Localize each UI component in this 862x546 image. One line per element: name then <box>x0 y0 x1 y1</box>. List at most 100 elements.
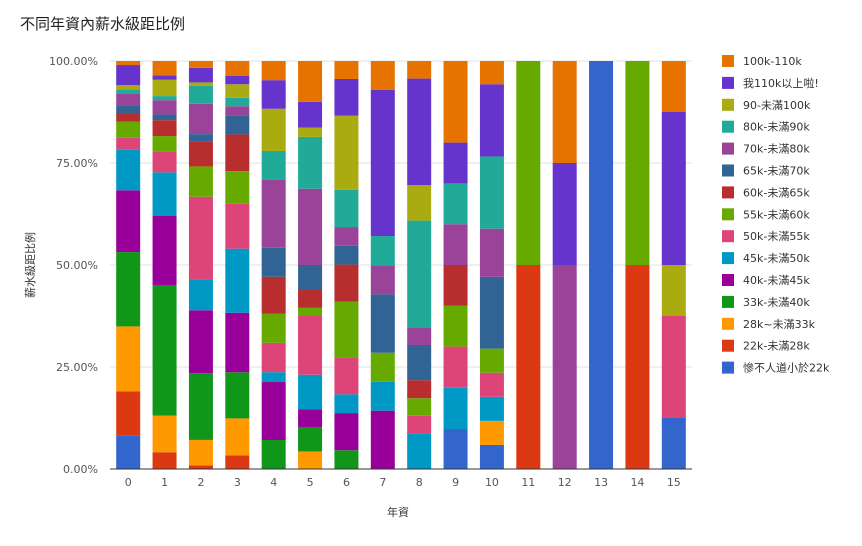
bar-segment <box>407 433 432 469</box>
bar-segment <box>225 134 250 172</box>
bar-segment <box>298 451 323 469</box>
bar-segment <box>116 85 141 90</box>
y-axis-title: 薪水級距比例 <box>23 232 37 298</box>
legend-label: 55k-未滿60k <box>743 208 810 221</box>
bar-segment <box>479 420 504 445</box>
x-tick-label: 2 <box>197 476 204 489</box>
bar-segment <box>188 310 213 374</box>
bar-segment <box>625 61 650 265</box>
legend-label: 80k-未滿90k <box>743 121 810 134</box>
bar-stack-14 <box>625 61 650 469</box>
bar-segment <box>225 312 250 373</box>
bar-segment <box>370 236 395 266</box>
bar-segment <box>116 149 141 191</box>
bar-segment <box>298 101 323 128</box>
legend-swatch <box>722 208 734 221</box>
bar-segment <box>116 105 141 114</box>
bar-segment <box>188 67 213 83</box>
bar-segment <box>152 61 177 76</box>
legend-label: 60k-未滿65k <box>743 186 810 199</box>
bar-segment <box>116 121 141 138</box>
bar-segment <box>552 163 577 265</box>
bar-segment <box>116 435 141 469</box>
bar-segment <box>479 84 504 157</box>
bar-segment <box>334 394 359 414</box>
bar-segment <box>225 61 250 76</box>
legend-swatch <box>722 317 734 330</box>
bar-stack-5 <box>298 61 323 469</box>
bar-segment <box>188 82 213 86</box>
bar-stack-13 <box>589 61 614 469</box>
bar-stack-15 <box>661 61 686 469</box>
bar-segment <box>225 106 250 116</box>
bar-segment <box>298 61 323 102</box>
bar-segment <box>261 80 286 109</box>
bar-segment <box>334 78 359 116</box>
bar-segment <box>370 294 395 353</box>
y-axis-tick-labels: 0.00% 25.00% 50.00% 75.00% 100.00% <box>49 55 98 476</box>
bar-segment <box>152 172 177 216</box>
bar-segment <box>443 429 468 469</box>
bar-segment <box>225 75 250 85</box>
x-tick-label: 1 <box>161 476 168 489</box>
bar-segment <box>443 387 468 430</box>
bar-segment <box>589 61 614 469</box>
bar-segment <box>516 61 541 265</box>
bar-segment <box>152 284 177 416</box>
x-tick-label: 12 <box>558 476 572 489</box>
legend-label: 100k-110k <box>743 55 802 68</box>
bar-segment <box>298 409 323 427</box>
chart-title: 不同年資內薪水級距比例 <box>20 15 185 33</box>
bar-segment <box>298 316 323 375</box>
bar-segment <box>116 113 141 122</box>
legend-label: 90-未滿100k <box>743 99 811 112</box>
x-tick-label: 8 <box>416 476 423 489</box>
bar-segment <box>479 444 504 469</box>
bar-segment <box>188 279 213 311</box>
bar-segment <box>298 188 323 265</box>
bar-segment <box>334 115 359 190</box>
bar-segment <box>443 61 468 143</box>
bar-segment <box>261 342 286 373</box>
bar-segment <box>334 357 359 395</box>
bar-segment <box>261 179 286 248</box>
bar-segment <box>661 418 686 469</box>
bar-segment <box>188 465 213 469</box>
bar-segment <box>188 166 213 197</box>
bar-segment <box>334 227 359 246</box>
bar-segment <box>479 276 504 349</box>
bar-segment <box>407 184 432 221</box>
bar-segment <box>152 452 177 469</box>
bar-segment <box>407 327 432 346</box>
bar-segment <box>370 61 395 90</box>
bar-segment <box>188 85 213 104</box>
bar-stack-2 <box>188 61 213 469</box>
legend-swatch <box>722 295 734 308</box>
bar-segment <box>116 190 141 253</box>
bar-segment <box>443 346 468 388</box>
legend-label: 33k-未滿40k <box>743 296 810 309</box>
legend-label: 45k-未滿50k <box>743 252 810 265</box>
y-tick-label: 50.00% <box>56 259 98 272</box>
x-tick-label: 6 <box>343 476 350 489</box>
bar-segment <box>152 79 177 97</box>
x-tick-label: 5 <box>307 476 314 489</box>
bar-segment <box>407 380 432 399</box>
bar-segment <box>152 120 177 137</box>
bar-segment <box>116 252 141 327</box>
bar-segment <box>225 97 250 107</box>
legend-swatch <box>722 186 734 199</box>
x-tick-label: 15 <box>667 476 681 489</box>
bar-segment <box>407 415 432 434</box>
x-tick-label: 14 <box>630 476 644 489</box>
bar-segment <box>298 426 323 452</box>
x-tick-label: 4 <box>270 476 277 489</box>
bar-segment <box>225 418 250 456</box>
legend-label: 22k-未滿28k <box>743 340 810 353</box>
bars <box>116 61 686 469</box>
bar-segment <box>516 265 541 469</box>
x-axis-title: 年資 <box>387 505 409 519</box>
bar-segment <box>116 391 141 436</box>
x-axis-tick-labels: 0 1 2 3 4 5 6 7 8 9 10 11 12 13 14 15 <box>125 476 681 489</box>
bar-segment <box>370 265 395 295</box>
